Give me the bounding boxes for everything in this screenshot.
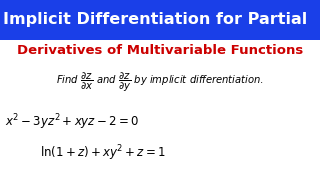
Text: Derivatives of Multivariable Functions: Derivatives of Multivariable Functions: [17, 44, 303, 57]
Bar: [0, 0, 320, 40]
Text: $\mathit{Find}\ \dfrac{\partial z}{\partial x}\ \mathit{and}\ \dfrac{\partial z}: $\mathit{Find}\ \dfrac{\partial z}{\part…: [56, 70, 264, 94]
Text: Implicit Differentiation for Partial: Implicit Differentiation for Partial: [3, 12, 307, 28]
Text: $\ln(1 + z) + xy^2 + z = 1$: $\ln(1 + z) + xy^2 + z = 1$: [40, 143, 166, 163]
Text: $x^2 - 3yz^2 + xyz - 2 = 0$: $x^2 - 3yz^2 + xyz - 2 = 0$: [5, 112, 139, 132]
